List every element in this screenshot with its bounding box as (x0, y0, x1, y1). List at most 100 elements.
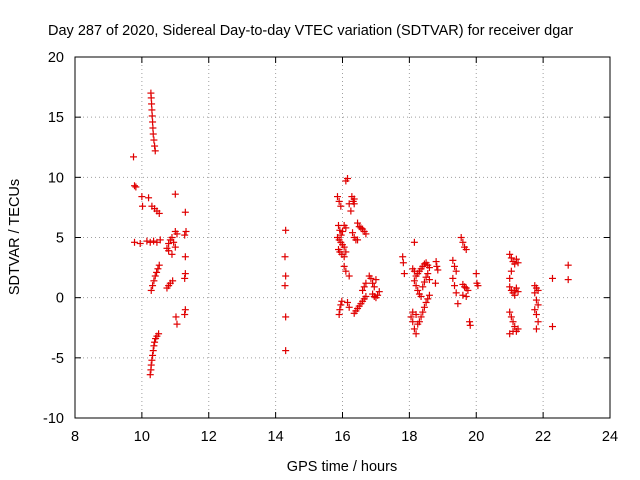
data-point (139, 202, 147, 210)
data-point (181, 208, 189, 216)
y-tick-labels: -10 -5 0 5 10 15 20 (43, 50, 64, 427)
data-point (451, 262, 459, 270)
y-tick-label: -5 (51, 351, 64, 367)
data-point (367, 274, 375, 282)
data-point (399, 253, 407, 261)
data-point (509, 327, 517, 335)
data-point (461, 283, 469, 291)
data-point (282, 272, 290, 280)
data-point (181, 306, 189, 314)
data-point (182, 227, 190, 235)
data-point (509, 318, 517, 326)
data-point (449, 274, 457, 282)
data-point (138, 193, 146, 201)
x-tick-label: 14 (268, 429, 284, 445)
data-point (149, 124, 157, 132)
data-point (282, 226, 290, 234)
data-point (400, 270, 408, 278)
x-tick-label: 12 (201, 429, 217, 445)
data-point (173, 320, 181, 328)
y-tick-label: -10 (43, 411, 64, 427)
data-point (370, 283, 378, 291)
data-point (150, 136, 158, 144)
data-point (172, 313, 180, 321)
data-point (409, 318, 417, 326)
data-point (342, 267, 350, 275)
data-point (147, 94, 155, 102)
data-point (149, 282, 157, 290)
y-tick-label: 20 (48, 50, 64, 66)
x-tick-label: 10 (134, 429, 150, 445)
data-point (431, 279, 439, 287)
data-point (337, 202, 345, 210)
data-point (168, 250, 176, 258)
data-point (171, 227, 179, 235)
data-point (425, 276, 433, 284)
data-point (451, 282, 459, 290)
data-point (339, 227, 346, 235)
data-point (153, 268, 161, 276)
data-points (130, 89, 572, 379)
data-point (512, 284, 520, 292)
data-point (410, 238, 418, 246)
data-point (337, 301, 345, 309)
data-point (507, 267, 515, 275)
data-point (410, 325, 418, 333)
data-point (333, 193, 341, 201)
data-point (170, 238, 178, 246)
data-point (424, 270, 432, 278)
data-point (354, 219, 362, 227)
axis-ticks (74, 56, 611, 419)
data-point (452, 289, 460, 297)
data-point (432, 258, 440, 266)
data-point (345, 303, 353, 311)
data-point (282, 313, 290, 321)
data-point (281, 253, 289, 261)
data-point (335, 311, 343, 319)
data-point (169, 277, 177, 285)
data-point (147, 286, 155, 294)
data-point (410, 277, 418, 285)
data-point (171, 243, 179, 251)
data-point (143, 237, 151, 245)
data-point (414, 286, 422, 294)
data-point (337, 231, 345, 239)
data-point (148, 106, 156, 114)
y-tick-label: 5 (56, 231, 64, 247)
data-point (472, 270, 480, 278)
data-point (433, 262, 441, 270)
x-tick-labels: 8 10 12 14 16 18 20 22 24 (71, 429, 618, 445)
x-tick-label: 20 (468, 429, 484, 445)
data-point (548, 274, 556, 282)
data-point (452, 267, 460, 275)
data-point (506, 283, 514, 291)
x-tick-label: 18 (401, 429, 417, 445)
data-point (457, 234, 465, 241)
grid-lines (75, 57, 610, 418)
data-point (350, 200, 358, 208)
data-point (375, 288, 383, 296)
data-point (449, 256, 457, 264)
data-point (360, 283, 368, 291)
data-point (181, 231, 189, 239)
data-point (181, 274, 189, 282)
data-point (282, 347, 290, 355)
x-tick-label: 16 (334, 429, 350, 445)
data-point (171, 190, 179, 198)
data-point (347, 207, 355, 215)
data-point (534, 318, 542, 326)
data-point (564, 261, 572, 269)
data-point (507, 254, 515, 262)
data-point (420, 260, 428, 268)
data-point (532, 325, 540, 333)
data-point (154, 265, 162, 273)
data-point (454, 300, 462, 308)
data-point (149, 130, 157, 138)
data-point (507, 313, 515, 321)
data-point (149, 351, 157, 359)
chart-title: Day 287 of 2020, Sidereal Day-to-day VTE… (48, 23, 573, 39)
data-point (425, 291, 433, 299)
data-point (155, 330, 163, 338)
x-tick-label: 22 (535, 429, 551, 445)
data-point (145, 194, 153, 202)
